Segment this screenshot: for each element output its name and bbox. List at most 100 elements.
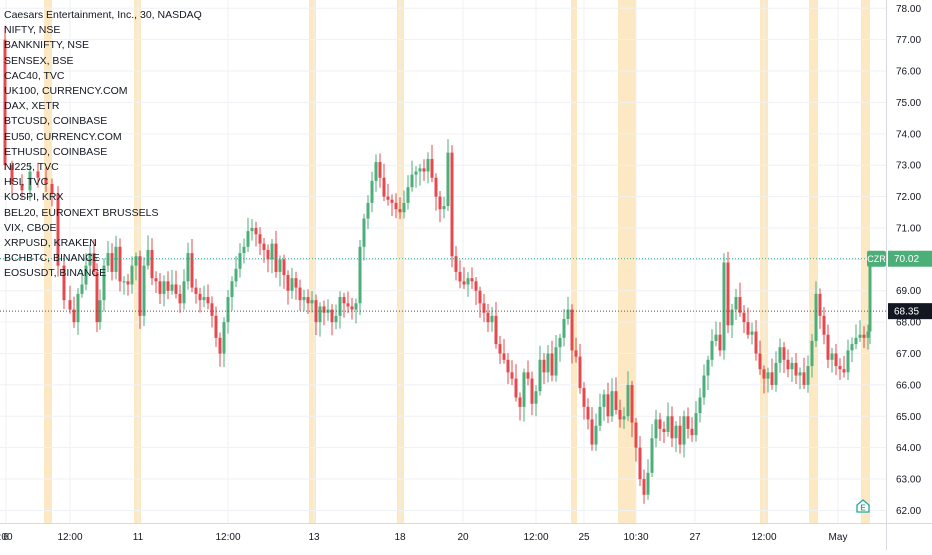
candle-body: [258, 234, 262, 244]
candle-body: [750, 331, 754, 335]
candle-body: [88, 253, 92, 266]
symbol-item[interactable]: NI225, TVC: [4, 161, 59, 174]
candle-body: [742, 312, 746, 323]
candle-body: [278, 259, 282, 272]
candle-body: [68, 300, 72, 310]
candle-body: [378, 162, 382, 178]
y-tick-label: 73.00: [896, 161, 921, 172]
candle-body: [50, 184, 54, 194]
x-tick-label: 13: [308, 532, 320, 543]
symbol-item[interactable]: HSI, TVC: [4, 176, 49, 189]
x-tick-label: 12:00: [215, 532, 240, 543]
x-tick-label: 12:00: [0, 532, 13, 543]
y-tick-label: 62.00: [896, 506, 921, 517]
session-band: [618, 0, 636, 523]
x-tick-label: May: [829, 532, 848, 543]
candle-body: [138, 256, 142, 316]
candle-body: [426, 158, 430, 172]
candle-body: [854, 337, 858, 345]
candle-body: [374, 162, 378, 181]
candle-body: [214, 315, 218, 338]
symbol-item[interactable]: VIX, CBOE: [4, 221, 57, 234]
candle-body: [450, 152, 454, 257]
candle-body: [286, 275, 290, 291]
symbol-item[interactable]: ETHUSD, COINBASE: [4, 145, 108, 158]
candle-body: [606, 394, 610, 417]
crosshair-price-label-bg: [888, 303, 932, 320]
candle-body: [362, 218, 366, 247]
candle-body: [10, 165, 14, 185]
candle-body: [370, 180, 374, 203]
candle-body: [654, 419, 658, 439]
candle-body: [222, 322, 226, 354]
candle-body: [662, 428, 666, 432]
symbol-item[interactable]: KOSPI, KRX: [4, 191, 64, 204]
x-tick-label: 6: [3, 532, 9, 543]
symbol-item[interactable]: BCHBTC, BINANCE: [4, 252, 100, 265]
symbol-item[interactable]: XRPUSD, KRAKEN: [4, 237, 97, 250]
candle-body: [582, 388, 586, 407]
candle-body: [92, 253, 96, 272]
symbol-item[interactable]: EU50, CURRENCY.COM: [4, 130, 122, 143]
candle-body: [446, 152, 450, 207]
candle-body: [838, 366, 842, 370]
candle-body: [846, 350, 850, 373]
candle-body: [462, 281, 466, 285]
candle-body: [574, 350, 578, 357]
candle-body: [470, 278, 474, 282]
chart-title: Caesars Entertainment, Inc., 30, NASDAQ: [4, 9, 202, 21]
symbol-item[interactable]: BTCUSD, COINBASE: [4, 115, 108, 128]
candle-body: [262, 243, 266, 250]
candle-body: [246, 231, 250, 247]
x-tick-label: 10:30: [623, 532, 648, 543]
candle-body: [72, 309, 76, 323]
candle-body: [558, 337, 562, 348]
candle-body: [122, 281, 126, 283]
candle-body: [562, 318, 566, 338]
candle-body: [62, 265, 66, 301]
y-tick-label: 68.00: [896, 318, 921, 329]
crosshair-price-label: 68.35: [894, 307, 919, 318]
candle-body: [130, 265, 134, 285]
y-tick-label: 67.00: [896, 349, 921, 360]
candle-body: [794, 362, 798, 376]
symbol-item[interactable]: UK100, CURRENCY.COM: [4, 85, 128, 98]
candles: [3, 25, 872, 504]
symbol-item[interactable]: SENSEX, BSE: [4, 54, 74, 67]
candle-body: [76, 293, 80, 323]
symbol-item[interactable]: CAC40, TVC: [4, 69, 65, 82]
candle-body: [398, 209, 402, 213]
session-band: [861, 0, 870, 523]
candle-body: [474, 281, 478, 291]
session-band: [309, 0, 316, 523]
session-band: [44, 0, 52, 523]
symbol-item[interactable]: NIFTY, NSE: [4, 24, 61, 37]
symbol-item[interactable]: BANKNIFTY, NSE: [4, 39, 89, 52]
candle-body: [482, 303, 486, 313]
candle-body: [84, 265, 88, 285]
candle-body: [198, 293, 202, 301]
symbol-item[interactable]: DAX, XETR: [4, 100, 60, 113]
candle-body: [150, 249, 154, 279]
symbol-item[interactable]: BEL20, EURONEXT BRUSSELS: [4, 206, 159, 219]
x-tick-label: 20: [457, 532, 469, 543]
candle-body: [638, 447, 642, 480]
x-tick-label: 27: [689, 532, 701, 543]
candle-body: [438, 196, 442, 210]
candle-body: [394, 202, 398, 210]
candle-body: [682, 416, 686, 445]
symbol-item[interactable]: EOSUSDT, BINANCE: [4, 267, 107, 280]
candle-body: [868, 259, 872, 332]
candle-body: [618, 410, 622, 420]
candle-body: [230, 281, 234, 298]
candle-body: [686, 416, 690, 429]
candle-body: [254, 227, 258, 235]
x-tick-label: 25: [578, 532, 590, 543]
candle-body: [44, 177, 48, 185]
y-tick-label: 74.00: [896, 129, 921, 140]
candle-body: [782, 347, 786, 360]
candle-body: [238, 253, 242, 269]
candle-body: [594, 425, 598, 445]
